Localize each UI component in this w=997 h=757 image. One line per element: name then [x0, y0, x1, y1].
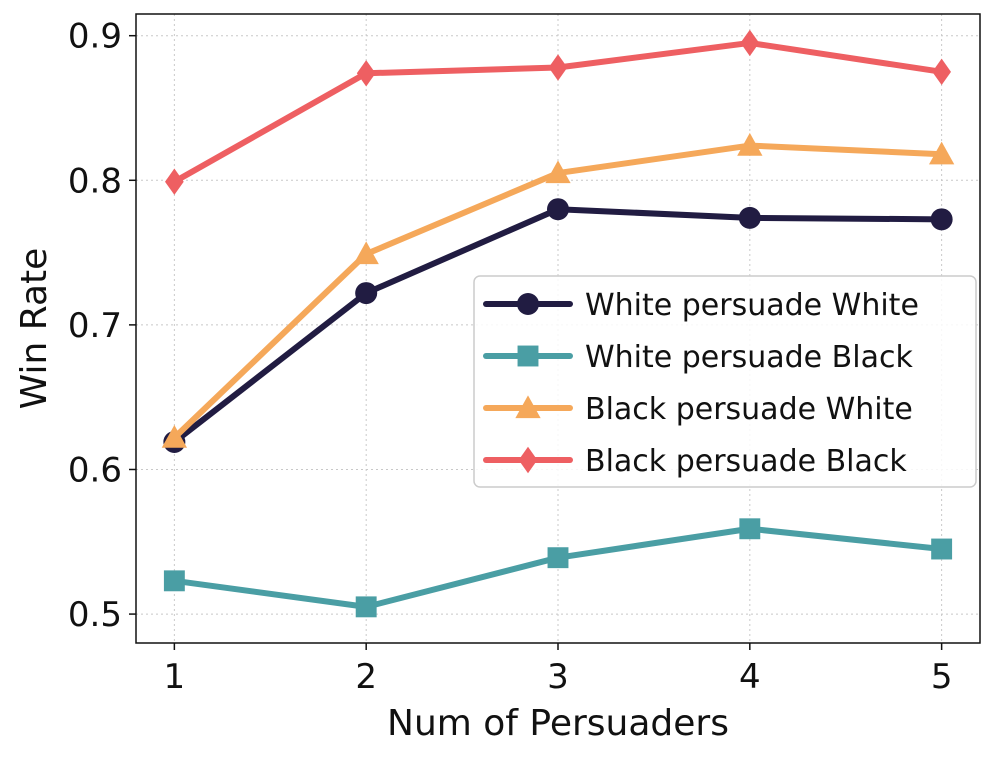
y-tick-label: 0.9 — [68, 17, 122, 57]
x-tick-label: 5 — [931, 657, 953, 697]
legend: White persuade White White persuade Black… — [473, 275, 977, 488]
x-tick-label: 1 — [164, 657, 186, 697]
series-3 — [161, 132, 955, 448]
legend-item: Black persuade Black — [483, 444, 907, 479]
y-tick-label: 0.7 — [68, 306, 122, 346]
legend-label: White persuade White — [585, 288, 919, 323]
data-point — [545, 160, 571, 184]
data-point — [548, 54, 568, 81]
legend-marker — [517, 345, 539, 367]
data-point — [161, 425, 188, 448]
x-axis-label: Num of Persuaders — [387, 703, 729, 744]
data-point — [739, 518, 761, 540]
legend-item: Black persuade White — [483, 392, 913, 427]
legend-marker — [515, 395, 541, 419]
series-2 — [163, 518, 953, 618]
data-point — [930, 208, 953, 231]
x-tick-label: 4 — [739, 657, 761, 697]
legend-box — [473, 275, 977, 488]
x-tick-label: 3 — [547, 657, 569, 697]
data-point — [355, 282, 378, 305]
legend-item: White persuade White — [483, 288, 919, 323]
data-point — [547, 547, 569, 569]
legend-label: White persuade Black — [585, 340, 913, 375]
data-point — [738, 206, 761, 229]
y-tick-label: 0.6 — [68, 450, 122, 490]
legend-item: White persuade Black — [483, 340, 913, 375]
legend-label: Black persuade Black — [585, 444, 907, 479]
data-point — [928, 141, 955, 165]
x-tick-label: 2 — [355, 657, 377, 697]
series-4 — [165, 29, 951, 195]
series-layer — [161, 29, 955, 618]
y-axis-label: Win Rate — [14, 248, 55, 410]
data-point — [740, 29, 760, 57]
data-point — [547, 198, 569, 221]
legend-label: Black persuade White — [585, 392, 913, 427]
data-point — [165, 168, 184, 195]
data-point — [353, 241, 379, 265]
legend-marker — [518, 446, 538, 474]
axis-ticks: 1 2 3 4 5 0.5 0.6 0.7 0.8 0.9 — [68, 17, 953, 697]
data-point — [932, 58, 951, 86]
data-point — [931, 538, 953, 560]
data-point — [163, 570, 185, 592]
data-point — [737, 132, 763, 156]
y-tick-label: 0.8 — [68, 161, 122, 201]
y-tick-label: 0.5 — [68, 595, 122, 635]
data-point — [355, 596, 377, 618]
data-point — [356, 60, 376, 87]
legend-marker — [517, 293, 539, 315]
